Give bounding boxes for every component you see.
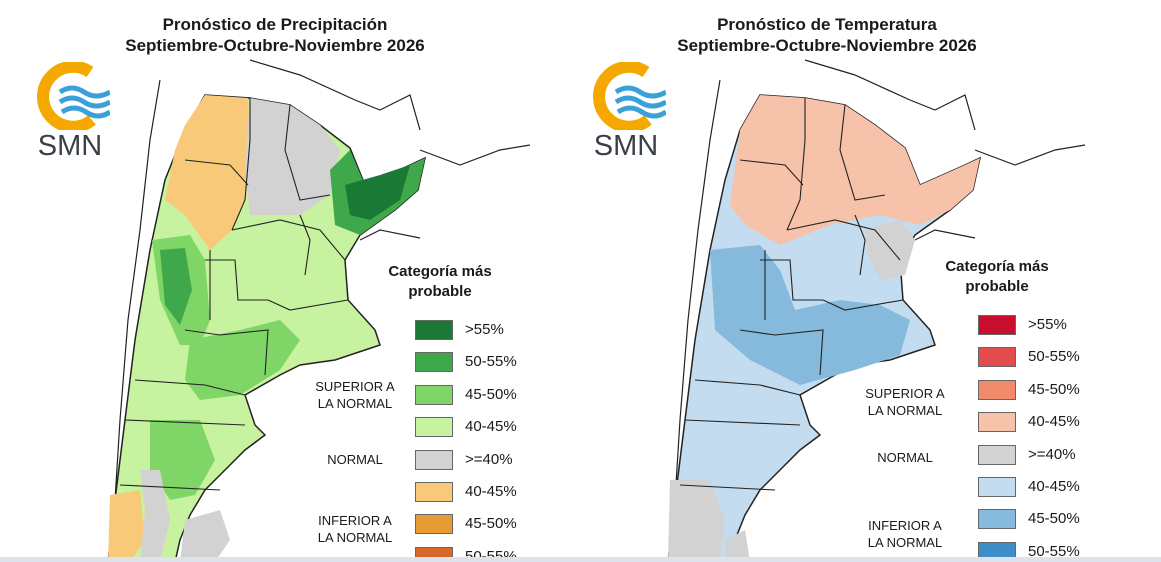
- group-superior-line-1: SUPERIOR A: [865, 386, 945, 401]
- legend-label: 40-45%: [465, 418, 517, 436]
- group-inferior-line-1: INFERIOR A: [318, 513, 392, 528]
- legend-label: >55%: [1028, 316, 1067, 333]
- group-inferior-line-1: INFERIOR A: [868, 518, 942, 533]
- smn-logo-text: SMN: [37, 130, 103, 162]
- group-superior-line-1: SUPERIOR A: [315, 379, 395, 394]
- group-inferior-line-2: LA NORMAL: [867, 535, 943, 550]
- legend-label: 50-55%: [1028, 348, 1080, 366]
- legend-title-line-1: Categoría más: [388, 263, 492, 280]
- group-superior-line-2: LA NORMAL: [317, 396, 393, 411]
- title-line-1: Pronóstico de Temperatura: [717, 15, 937, 34]
- legend-label: 40-45%: [465, 483, 517, 500]
- legend-swatch: [978, 412, 1016, 433]
- group-superior: SUPERIOR A LA NORMAL: [300, 378, 410, 412]
- legend-label: 50-55%: [1028, 542, 1080, 560]
- legend-swatch: [978, 444, 1016, 465]
- group-superior-line-2: LA NORMAL: [867, 403, 943, 418]
- legend-title-line-2: probable: [965, 278, 1029, 295]
- title-line-2: Septiembre-Octubre-Noviembre 2026: [677, 36, 977, 55]
- title-line-2: Septiembre-Octubre-Noviembre 2026: [125, 36, 425, 55]
- bottom-rule: [0, 557, 1161, 562]
- legend-title-line-1: Categoría más: [945, 258, 1049, 275]
- legend-label: >55%: [465, 321, 504, 338]
- precipitation-map-panel: Pronóstico de Precipitación Septiembre-O…: [0, 0, 580, 562]
- legend-swatch: [415, 417, 453, 438]
- group-normal-label: NORMAL: [877, 450, 933, 465]
- smn-logo-icon: [593, 60, 668, 133]
- group-inferior: INFERIOR A LA NORMAL: [300, 512, 410, 546]
- legend-title: Categoría más probable: [932, 257, 1062, 297]
- legend-title: Categoría más probable: [375, 262, 505, 302]
- legend-swatch: [415, 384, 453, 405]
- legend-label: 50-55%: [465, 353, 517, 371]
- temperature-map-panel: Pronóstico de Temperatura Septiembre-Oct…: [580, 0, 1161, 562]
- legend-swatch: [978, 347, 1016, 368]
- legend-swatch: [978, 477, 1016, 497]
- precipitation-map: [107, 59, 531, 562]
- group-normal: NORMAL: [850, 449, 960, 466]
- smn-logo-icon: [37, 60, 112, 133]
- legend-label: 45-50%: [465, 515, 517, 533]
- legend-swatch: [415, 482, 453, 502]
- precipitation-title: Pronóstico de Precipitación Septiembre-O…: [95, 14, 455, 56]
- legend-label: >=40%: [465, 450, 513, 468]
- legend-swatch: [415, 352, 453, 373]
- legend-swatch: [415, 320, 453, 340]
- legend-swatch: [978, 509, 1016, 530]
- group-superior: SUPERIOR A LA NORMAL: [850, 385, 960, 419]
- title-line-1: Pronóstico de Precipitación: [162, 15, 388, 34]
- group-normal-label: NORMAL: [327, 452, 383, 467]
- legend-swatch: [978, 315, 1016, 335]
- group-inferior: INFERIOR A LA NORMAL: [850, 517, 960, 551]
- legend-swatch: [415, 449, 453, 470]
- legend-label: >=40%: [1028, 445, 1076, 463]
- legend-swatch: [415, 514, 453, 535]
- smn-logo: SMN: [586, 60, 676, 172]
- smn-logo: SMN: [30, 60, 120, 172]
- legend-label: 45-50%: [465, 385, 517, 403]
- smn-logo-text: SMN: [593, 130, 659, 162]
- legend-label: 45-50%: [1028, 510, 1080, 528]
- legend-label: 45-50%: [1028, 380, 1080, 398]
- legend-label: 40-45%: [1028, 413, 1080, 431]
- legend-title-line-2: probable: [408, 283, 472, 300]
- temperature-title: Pronóstico de Temperatura Septiembre-Oct…: [647, 14, 1007, 56]
- legend-swatch: [978, 379, 1016, 400]
- group-inferior-line-2: LA NORMAL: [317, 530, 393, 545]
- temperature-map: [667, 59, 1086, 562]
- legend-label: 40-45%: [1028, 478, 1080, 495]
- group-normal: NORMAL: [300, 451, 410, 468]
